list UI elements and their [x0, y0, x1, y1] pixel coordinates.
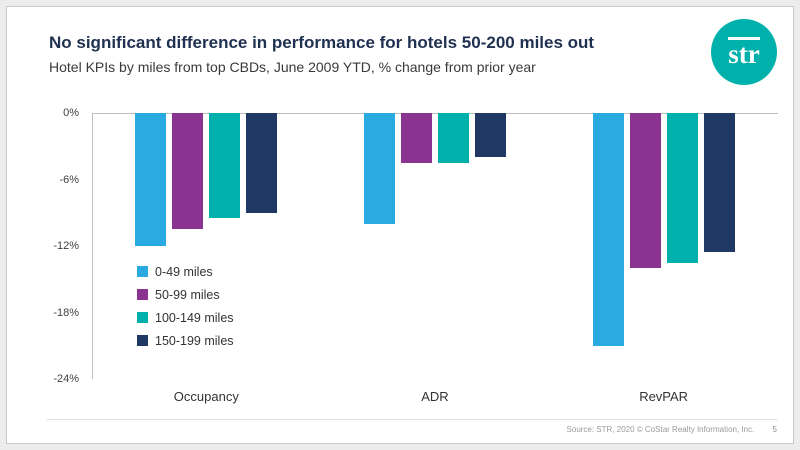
footer-copyright: © CoStar Realty Information, Inc.	[636, 425, 755, 434]
bar-adr-150-199-miles	[474, 113, 506, 158]
legend-label-150-199-miles: 150-199 miles	[155, 333, 234, 348]
bar-group-occupancy	[135, 113, 278, 379]
footer-source: Source: STR, 2020	[566, 425, 635, 434]
legend-item-0-49-miles: 0-49 miles	[137, 265, 234, 279]
legend-swatch-100-149-miles	[137, 312, 148, 324]
bar-adr-50-99-miles	[400, 113, 432, 163]
bar-occupancy-0-49-miles	[135, 113, 167, 246]
bar-revpar-150-199-miles	[703, 113, 735, 252]
y-axis-line	[92, 113, 93, 379]
x-axis-label-occupancy: Occupancy	[173, 389, 239, 404]
bar-chart-plot: 0-49 miles 50-99 miles 100-149 miles 150-19…	[92, 113, 778, 379]
bar-group-adr	[363, 113, 506, 379]
legend-item-150-199-miles: 150-199 miles	[137, 334, 234, 348]
legend-item-50-99-miles: 50-99 miles	[137, 288, 234, 302]
x-axis-labels: Occupancy ADR RevPAR	[92, 389, 778, 404]
y-tick-label: -12%	[53, 240, 79, 252]
legend-swatch-0-49-miles	[137, 266, 148, 278]
legend-item-100-149-miles: 100-149 miles	[137, 311, 234, 325]
bar-occupancy-50-99-miles	[172, 113, 204, 230]
y-tick-label: 0%	[63, 107, 79, 119]
chart-legend: 0-49 miles 50-99 miles 100-149 miles 150-19…	[137, 265, 234, 348]
y-axis-ticks: 0% -6% -12% -18% -24%	[35, 107, 85, 385]
page-number: 5	[772, 425, 777, 434]
page-subtitle: Hotel KPIs by miles from top CBDs, June …	[49, 59, 536, 75]
bar-adr-0-49-miles	[363, 113, 395, 224]
str-logo: str	[711, 19, 777, 85]
bar-revpar-0-49-miles	[592, 113, 624, 346]
bar-occupancy-100-149-miles	[209, 113, 241, 219]
y-tick-label: -18%	[53, 306, 79, 319]
bar-adr-100-149-miles	[437, 113, 469, 163]
page-title: No significant difference in performance…	[49, 33, 595, 52]
str-logo-text: str	[728, 36, 760, 69]
x-axis-label-adr: ADR	[421, 389, 449, 404]
y-tick-label: -24%	[53, 373, 79, 385]
slide-footer: Source: STR, 2020 © CoStar Realty Inform…	[47, 419, 777, 434]
legend-swatch-150-199-miles	[137, 335, 148, 347]
bar-revpar-100-149-miles	[666, 113, 698, 263]
legend-label-100-149-miles: 100-149 miles	[155, 310, 234, 325]
x-axis-label-revpar: RevPAR	[639, 389, 689, 404]
bar-groups	[92, 113, 778, 379]
y-tick-label: -6%	[59, 173, 79, 186]
bar-group-revpar	[592, 113, 735, 379]
legend-label-0-49-miles: 0-49 miles	[155, 264, 213, 279]
bar-occupancy-150-199-miles	[246, 113, 278, 213]
zero-gridline	[92, 113, 778, 114]
legend-swatch-50-99-miles	[137, 289, 148, 301]
legend-label-50-99-miles: 50-99 miles	[155, 287, 220, 302]
bar-revpar-50-99-miles	[629, 113, 661, 269]
slide: No significant difference in performance…	[6, 6, 794, 444]
